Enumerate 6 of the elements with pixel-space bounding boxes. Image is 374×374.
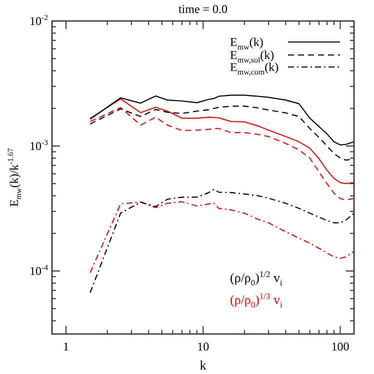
chart-title: time = 0.0 xyxy=(178,2,228,16)
x-tick-label: 1 xyxy=(63,339,70,354)
x-tick-label: 100 xyxy=(331,339,350,354)
x-axis-title: k xyxy=(200,358,207,373)
legend-label: E$_{mw}$(k) xyxy=(230,35,264,52)
x-tick-label: 10 xyxy=(197,339,210,354)
